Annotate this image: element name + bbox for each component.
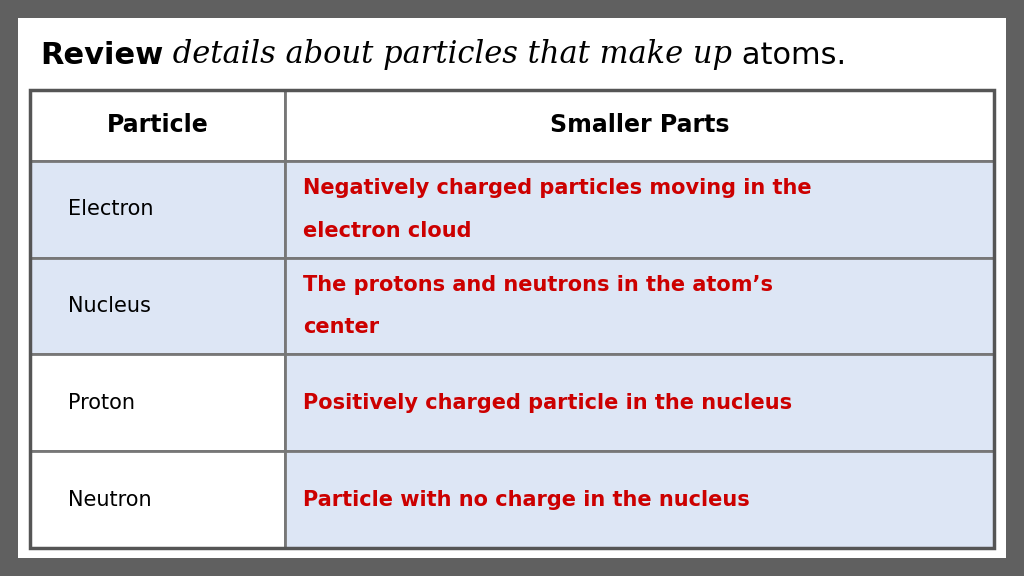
FancyBboxPatch shape <box>286 90 994 161</box>
Text: atoms.: atoms. <box>732 40 847 70</box>
FancyBboxPatch shape <box>286 354 994 451</box>
Text: Particle: Particle <box>106 113 209 138</box>
Text: The protons and neutrons in the atom’s: The protons and neutrons in the atom’s <box>303 275 773 295</box>
Text: Review: Review <box>40 40 163 70</box>
FancyBboxPatch shape <box>286 257 994 354</box>
FancyBboxPatch shape <box>30 257 286 354</box>
Text: Particle with no charge in the nucleus: Particle with no charge in the nucleus <box>303 490 751 510</box>
FancyBboxPatch shape <box>286 451 994 548</box>
Text: center: center <box>303 317 380 338</box>
Text: Electron: Electron <box>69 199 154 219</box>
Text: Proton: Proton <box>69 393 135 413</box>
FancyBboxPatch shape <box>30 451 286 548</box>
Text: electron cloud: electron cloud <box>303 221 472 241</box>
FancyBboxPatch shape <box>286 161 994 257</box>
FancyBboxPatch shape <box>30 161 286 257</box>
Text: Nucleus: Nucleus <box>69 296 152 316</box>
FancyBboxPatch shape <box>30 90 286 161</box>
Text: details about particles that make up: details about particles that make up <box>163 40 732 70</box>
FancyBboxPatch shape <box>18 18 1006 558</box>
FancyBboxPatch shape <box>30 354 286 451</box>
Text: Positively charged particle in the nucleus: Positively charged particle in the nucle… <box>303 393 793 413</box>
Text: Neutron: Neutron <box>69 490 152 510</box>
Text: Negatively charged particles moving in the: Negatively charged particles moving in t… <box>303 178 812 198</box>
Text: Smaller Parts: Smaller Parts <box>550 113 729 138</box>
